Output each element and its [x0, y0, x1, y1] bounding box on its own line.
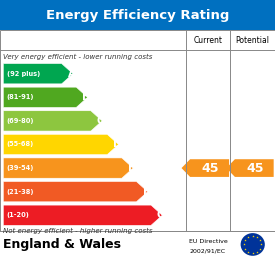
Text: B: B: [82, 92, 90, 102]
Text: (55-68): (55-68): [7, 141, 34, 148]
Text: Very energy efficient - lower running costs: Very energy efficient - lower running co…: [3, 54, 153, 60]
Text: A: A: [68, 69, 76, 79]
Text: (39-54): (39-54): [7, 165, 34, 171]
Text: (21-38): (21-38): [7, 189, 34, 195]
Text: 2002/91/EC: 2002/91/EC: [190, 248, 226, 253]
Polygon shape: [3, 205, 162, 225]
Text: 45: 45: [202, 162, 219, 175]
Text: G: G: [157, 210, 165, 220]
Text: (1-20): (1-20): [7, 212, 29, 218]
Text: C: C: [97, 116, 104, 126]
Polygon shape: [3, 134, 119, 155]
Text: England & Wales: England & Wales: [3, 238, 121, 251]
Text: 45: 45: [246, 162, 264, 175]
Polygon shape: [182, 159, 229, 177]
Text: Energy Efficiency Rating: Energy Efficiency Rating: [46, 9, 229, 22]
Circle shape: [241, 233, 265, 256]
Polygon shape: [3, 87, 87, 107]
Bar: [0, 0, 275, 30]
Bar: [0, 30, 275, 231]
Text: (92 plus): (92 plus): [7, 71, 40, 77]
Polygon shape: [226, 159, 274, 177]
Text: D: D: [113, 140, 122, 149]
Text: Current: Current: [194, 36, 222, 45]
Polygon shape: [3, 111, 102, 131]
Polygon shape: [3, 158, 133, 178]
Text: (69-80): (69-80): [7, 118, 34, 124]
Text: EU Directive: EU Directive: [189, 239, 227, 244]
Text: Potential: Potential: [236, 36, 270, 45]
Text: E: E: [128, 163, 135, 173]
Text: F: F: [143, 187, 150, 197]
Text: (81-91): (81-91): [7, 94, 34, 100]
Text: Not energy efficient - higher running costs: Not energy efficient - higher running co…: [3, 228, 153, 235]
Polygon shape: [3, 182, 148, 202]
Polygon shape: [3, 63, 73, 84]
